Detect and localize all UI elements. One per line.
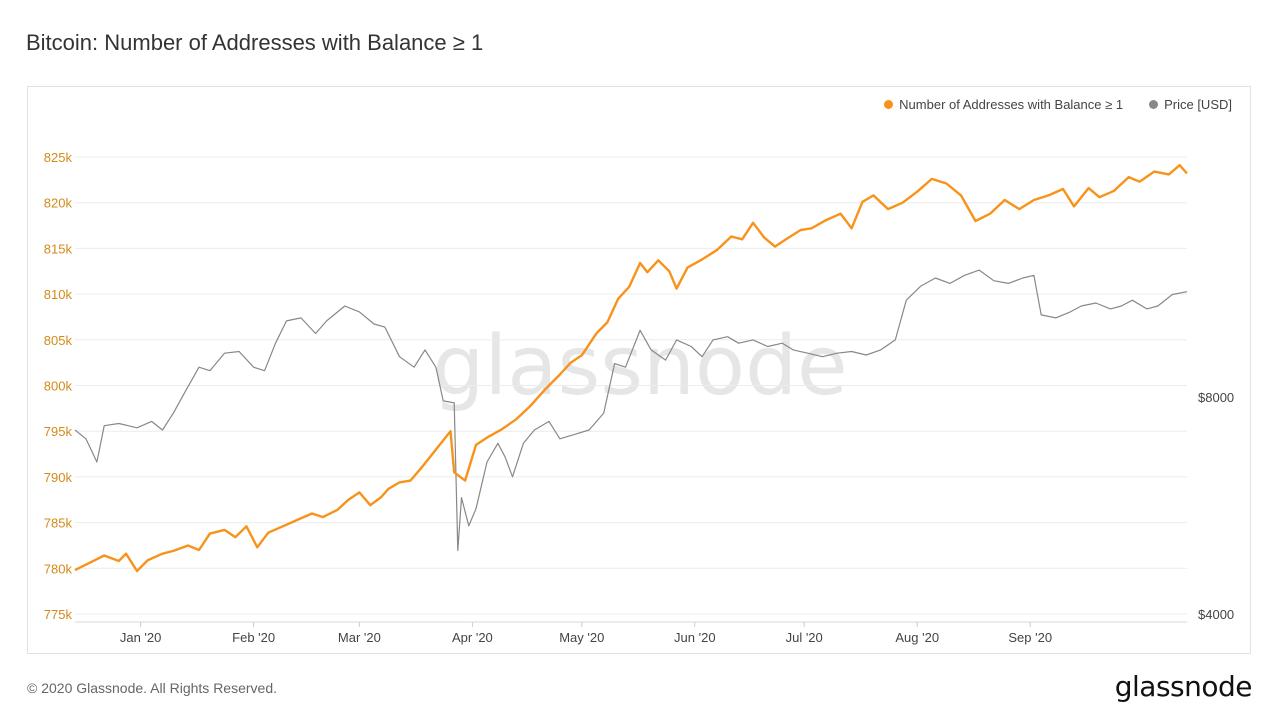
y-tick-label: 790k (44, 470, 73, 485)
x-tick-label: Jun '20 (674, 630, 716, 645)
x-tick-label: Sep '20 (1008, 630, 1052, 645)
y-tick-label: 805k (44, 333, 73, 348)
x-tick-label: Mar '20 (338, 630, 381, 645)
y2-tick-label: $8000 (1198, 390, 1234, 405)
x-tick-label: May '20 (559, 630, 604, 645)
chart-frame (27, 86, 1251, 654)
x-axis: Jan '20 Feb '20 Mar '20 Apr '20 May '20 Jun '… (120, 622, 1052, 645)
y-tick-label: 775k (44, 607, 73, 622)
y-tick-label: 800k (44, 379, 73, 394)
x-tick-label: Jul '20 (786, 630, 823, 645)
legend-label-price: Price [USD] (1164, 97, 1232, 112)
y-tick-label: 795k (44, 424, 73, 439)
price-line (74, 269, 1188, 552)
x-tick-label: Apr '20 (452, 630, 493, 645)
y-tick-label: 820k (44, 196, 73, 211)
legend-item-price[interactable]: Price [USD] (1149, 97, 1232, 112)
legend-label-addresses: Number of Addresses with Balance ≥ 1 (899, 97, 1124, 112)
y-axis-left: 775k 780k 785k 790k 795k 800k 805k 810k 815k 820k… (44, 150, 73, 622)
y-tick-label: 780k (44, 561, 73, 576)
legend-item-addresses[interactable]: Number of Addresses with Balance ≥ 1 (884, 97, 1123, 112)
y-tick-label: 815k (44, 241, 73, 256)
copyright-text: © 2020 Glassnode. All Rights Reserved. (27, 680, 278, 696)
x-tick-label: Feb '20 (232, 630, 275, 645)
y-axis-right: $4000 $8000 (1198, 390, 1234, 622)
series-layer (74, 163, 1188, 573)
x-tick-label: Aug '20 (895, 630, 939, 645)
x-tick-label: Jan '20 (120, 630, 162, 645)
grid-layer (75, 156, 1187, 623)
y-tick-label: 785k (44, 516, 73, 531)
legend-dot-price (1149, 100, 1159, 109)
legend-dot-addresses (884, 100, 894, 109)
y2-tick-label: $4000 (1198, 607, 1234, 622)
glassnode-logo[interactable]: glassnode (1114, 670, 1253, 703)
addresses-line (74, 163, 1188, 573)
y-tick-label: 810k (44, 287, 73, 302)
watermark-text: glassnode (432, 319, 847, 414)
chart-legend: Number of Addresses with Balance ≥ 1 Pri… (884, 97, 1232, 112)
page-title: Bitcoin: Number of Addresses with Balanc… (26, 30, 484, 55)
y-tick-label: 825k (44, 150, 73, 165)
